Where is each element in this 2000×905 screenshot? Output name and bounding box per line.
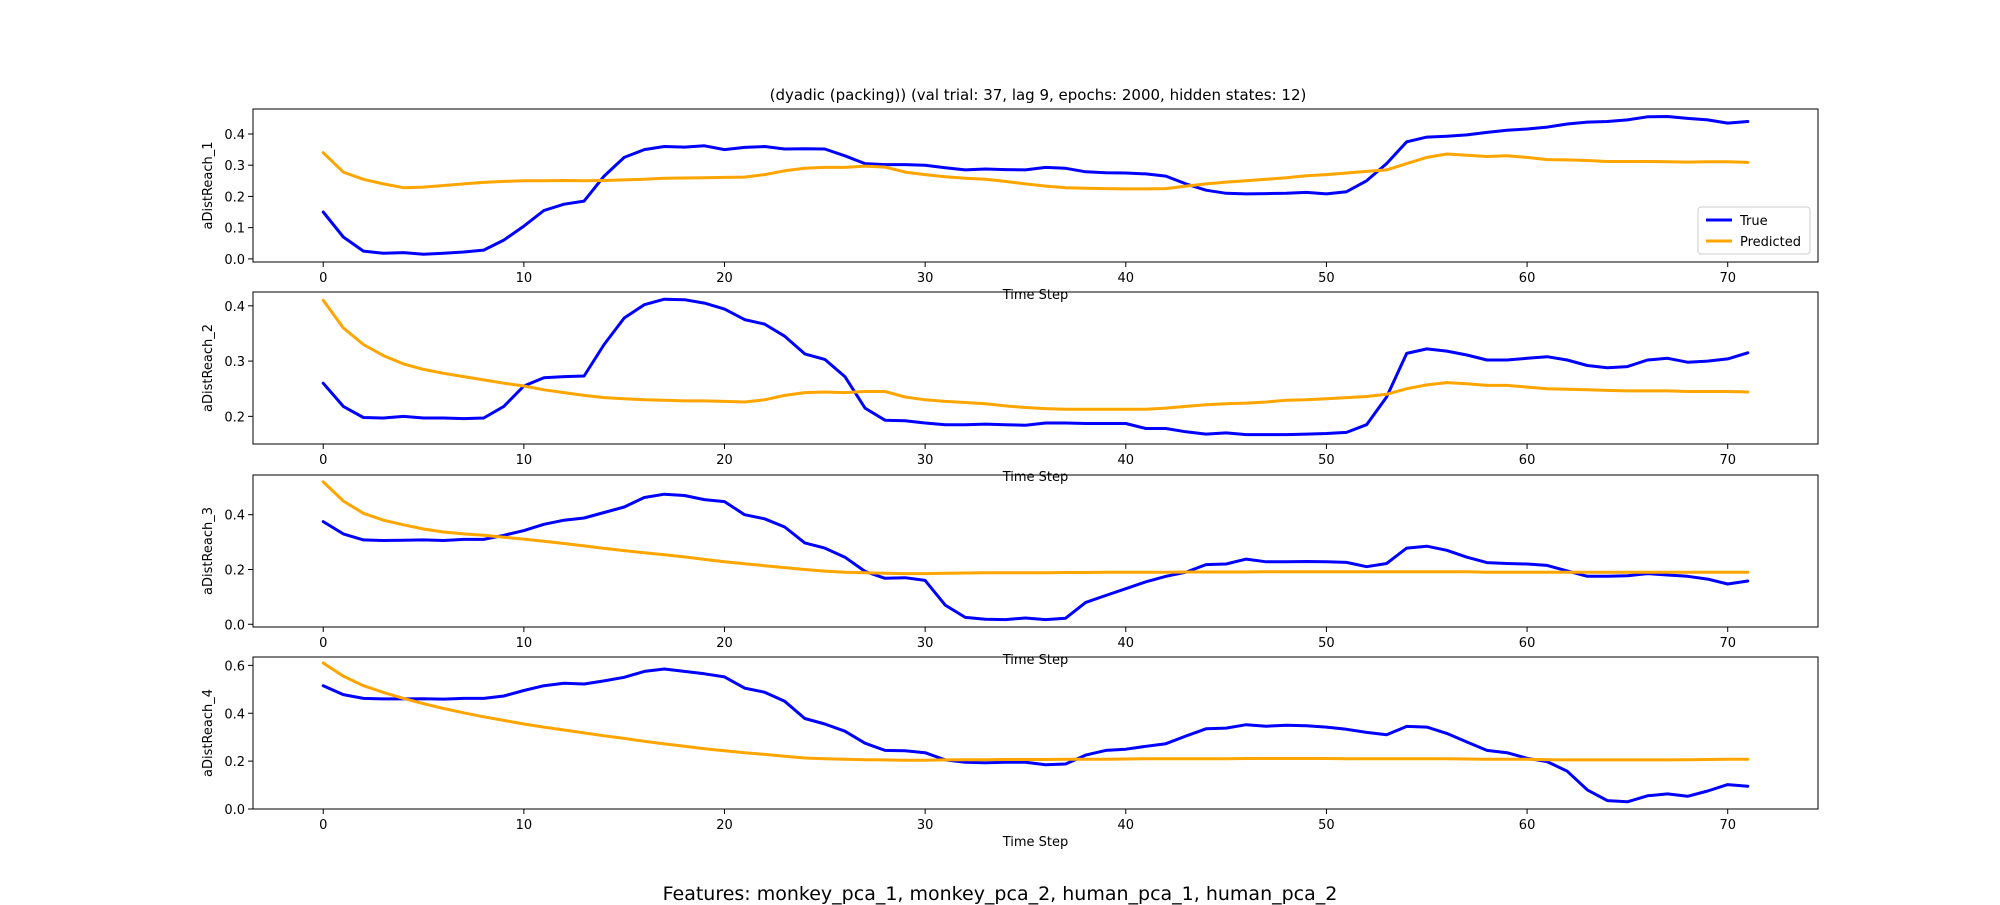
y-tick-label: 0.1 [224,222,245,237]
series-line-true [321,115,1750,256]
legend-label: Predicted [1740,235,1801,250]
x-tick-label: 0 [319,453,327,468]
subplot-4: 0 10 20 30 40 50 60 70 0.0 0.2 0.4 0.6 Time Step aDis… [201,656,1819,850]
x-tick-label: 20 [716,636,733,651]
x-tick-label: 60 [1519,818,1536,833]
x-tick-label: 40 [1118,271,1135,286]
x-tick-label: 30 [917,453,934,468]
x-tick-label: 20 [716,453,733,468]
features-footer: Features: monkey_pca_1, monkey_pca_2, hu… [662,883,1338,905]
x-tick-label: 10 [516,271,533,286]
series-line-predicted [321,661,1750,762]
series-line-predicted [321,480,1750,576]
legend-label: True [1739,214,1768,229]
y-tick-label: 0.3 [224,159,245,174]
x-axis-label: Time Step [1002,835,1069,850]
y-tick-label: 0.4 [224,707,245,722]
y-tick-label: 0.2 [224,755,245,770]
y-axis-label: aDistReach_1 [201,141,216,229]
x-tick-label: 60 [1519,453,1536,468]
x-tick-label: 50 [1318,271,1335,286]
x-tick-label: 70 [1719,636,1736,651]
x-axis-label: Time Step [1002,470,1069,485]
y-axis-label: aDistReach_4 [201,689,216,777]
x-tick-label: 30 [917,636,934,651]
x-tick-label: 40 [1118,636,1135,651]
x-tick-label: 50 [1318,453,1335,468]
x-tick-label: 50 [1318,818,1335,833]
y-tick-label: 0.2 [224,563,245,578]
series-line-predicted [321,298,1750,411]
x-tick-label: 10 [516,453,533,468]
x-tick-label: 60 [1519,636,1536,651]
y-tick-label: 0.0 [224,803,245,818]
x-tick-label: 0 [319,271,327,286]
x-tick-label: 0 [319,636,327,651]
legend: True Predicted [1697,206,1811,255]
series-line-true [321,297,1750,437]
x-tick-label: 0 [319,818,327,833]
axes-frame [252,291,1819,445]
y-tick-label: 0.2 [224,410,245,425]
x-tick-label: 70 [1719,271,1736,286]
x-axis-label: Time Step [1002,288,1069,303]
y-tick-label: 0.4 [224,509,245,524]
subplot-2: 0 10 20 30 40 50 60 70 0.2 0.3 0.4 Time Step aDistRe… [201,291,1819,485]
y-tick-label: 0.4 [224,300,245,315]
x-tick-label: 70 [1719,453,1736,468]
subplot-1: 0 10 20 30 40 50 60 70 0.0 0.1 0.2 0.3 0.4 Time Step a… [201,108,1819,303]
y-axis-label: aDistReach_2 [201,324,216,412]
series-line-predicted [321,151,1750,191]
subplot-3: 0 10 20 30 40 50 60 70 0.0 0.2 0.4 Time Step aDistRe… [201,474,1819,668]
y-tick-label: 0.3 [224,355,245,370]
x-tick-label: 20 [716,271,733,286]
series-line-true [321,492,1750,622]
y-tick-label: 0.2 [224,190,245,205]
y-tick-label: 0.6 [224,659,245,674]
x-tick-label: 30 [917,271,934,286]
x-axis-label: Time Step [1002,653,1069,668]
axes-frame [252,474,1819,628]
subplots: 0 10 20 30 40 50 60 70 0.0 0.1 0.2 0.3 0.4 Time Step a… [201,108,1819,850]
y-tick-label: 0.0 [224,618,245,633]
figure-canvas: (dyadic (packing)) (val trial: 37, lag 9… [201,86,1819,850]
figure-title: (dyadic (packing)) (val trial: 37, lag 9… [770,86,1307,104]
x-tick-label: 50 [1318,636,1335,651]
x-tick-label: 70 [1719,818,1736,833]
axes-frame [252,108,1819,263]
x-tick-label: 20 [716,818,733,833]
x-tick-label: 40 [1118,453,1135,468]
series-line-true [321,667,1750,804]
y-tick-label: 0.4 [224,128,245,143]
x-tick-label: 10 [516,636,533,651]
x-tick-label: 10 [516,818,533,833]
y-tick-label: 0.0 [224,253,245,268]
y-axis-label: aDistReach_3 [201,507,216,595]
x-tick-label: 30 [917,818,934,833]
x-tick-label: 60 [1519,271,1536,286]
axes-frame [252,656,1819,810]
x-tick-label: 40 [1118,818,1135,833]
